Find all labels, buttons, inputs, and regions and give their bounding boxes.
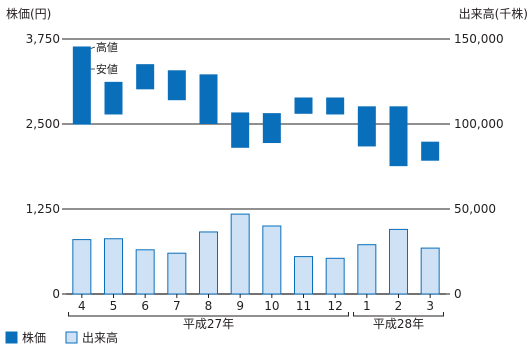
price-tick-label: 3,750 [26, 32, 60, 46]
volume-bar [294, 256, 313, 295]
volume-bar [230, 213, 250, 295]
x-tick-label: 11 [296, 299, 311, 313]
volume-bar [262, 225, 282, 295]
price-series [72, 46, 440, 167]
x-tick-label: 3 [426, 299, 434, 313]
price-range-bar [136, 64, 155, 90]
price-range-bar [231, 112, 250, 148]
x-tick-label: 7 [173, 299, 181, 313]
legend-label: 出来高 [82, 330, 118, 345]
volume-tick-labels: 0 50,000 100,000 150,000 [446, 32, 504, 301]
x-tick-label: 5 [110, 299, 118, 313]
price-range-bar [357, 106, 376, 147]
volume-series [72, 213, 440, 295]
x-tick-label: 8 [205, 299, 213, 313]
legend: 株価 出来高 [5, 330, 118, 345]
x-tick-label: 6 [141, 299, 149, 313]
price-range-bar [262, 113, 281, 144]
group-label: 平成28年 [373, 317, 424, 331]
volume-bar [167, 252, 187, 295]
group-bracket [68, 312, 349, 317]
gridlines [66, 38, 446, 295]
x-tick-label: 10 [264, 299, 279, 313]
volume-tick-label: 150,000 [454, 32, 504, 46]
x-tick-label: 2 [395, 299, 403, 313]
left-axis-title: 株価(円) [6, 6, 51, 21]
x-tick-label: 9 [236, 299, 244, 313]
volume-tick-label: 0 [454, 287, 462, 301]
group-bracket [353, 312, 444, 317]
group-label: 平成27年 [183, 317, 234, 331]
annotation-label: 高値 [96, 40, 118, 54]
price-tick-label: 1,250 [26, 202, 60, 216]
annotation-label: 安値 [96, 62, 118, 76]
volume-bar [420, 247, 440, 295]
price-tick-label: 2,500 [26, 117, 60, 131]
legend-swatch [65, 331, 78, 344]
volume-tick-label: 50,000 [454, 202, 496, 216]
volume-bar [104, 238, 123, 295]
annotation-leader [90, 46, 95, 49]
price-range-bar [421, 141, 440, 161]
legend-swatch [5, 331, 18, 344]
x-tick-label: 1 [363, 299, 371, 313]
volume-bar [72, 239, 92, 295]
price-tick-label: 0 [52, 287, 60, 301]
volume-tick-label: 100,000 [454, 117, 504, 131]
x-tick-label: 12 [328, 299, 343, 313]
price-range-bar [294, 97, 313, 114]
price-tick-labels: 0 1,250 2,500 3,750 [26, 32, 66, 301]
legend-label: 株価 [22, 330, 46, 345]
volume-bar [135, 249, 155, 295]
price-range-bar [72, 46, 91, 125]
volume-bar [325, 257, 345, 295]
price-range-bar [326, 97, 345, 115]
right-axis-title: 出来高(千株) [459, 6, 528, 21]
price-range-bar [389, 106, 408, 167]
volume-bar [389, 228, 408, 295]
axis-titles: 株価(円) 出来高(千株) [6, 6, 528, 21]
price-range-bar [104, 81, 123, 115]
x-tick-label: 4 [78, 299, 86, 313]
volume-bar [357, 244, 377, 295]
price-range-bar [167, 70, 186, 101]
volume-bar [199, 231, 218, 295]
price-range-bar [199, 74, 218, 124]
